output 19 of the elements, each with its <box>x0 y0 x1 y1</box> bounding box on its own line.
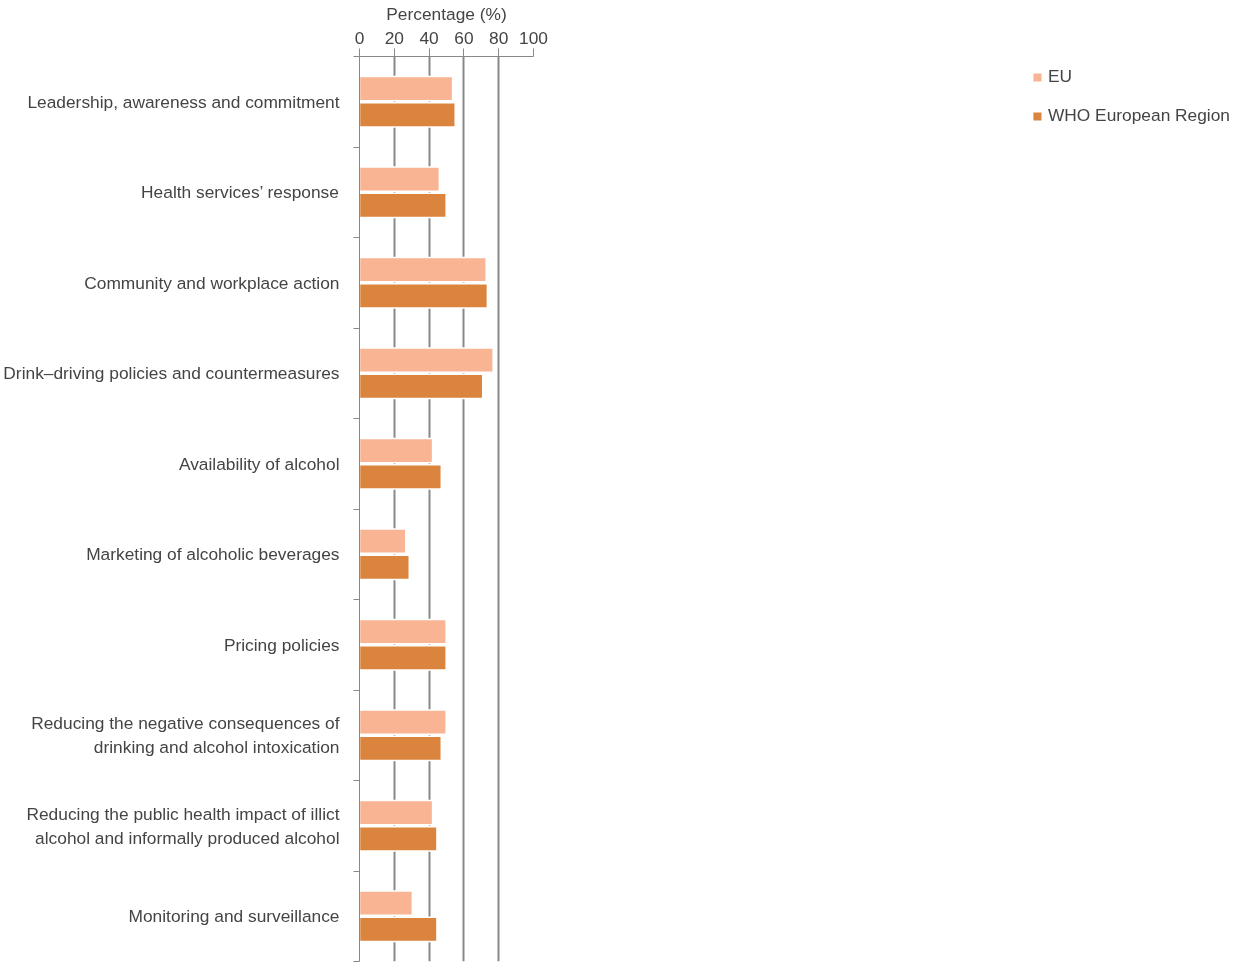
y-tick-label: Marketing of alcoholic beverages <box>86 544 340 565</box>
y-tick-label: Monitoring and surveillance <box>128 906 340 927</box>
x-tick-label: 100 <box>519 27 548 48</box>
y-tick-label: Reducing the negative consequences of drinking and alcohol intoxication <box>31 713 340 758</box>
y-tick-label: Drink–driving policies and countermeasures <box>3 363 340 384</box>
x-tick-label: 20 <box>384 27 404 48</box>
x-tick-label: 80 <box>489 27 509 48</box>
x-axis-title: Percentage (%) <box>386 3 507 24</box>
x-tick-label: 60 <box>454 27 474 48</box>
y-tick-label: Health services’ response <box>141 182 339 203</box>
y-tick-label: Community and workplace action <box>84 272 340 293</box>
legend-label: WHO European Region <box>1047 105 1230 126</box>
y-tick-label: Availability of alcohol <box>178 453 340 474</box>
y-tick-label: Pricing policies <box>223 634 340 655</box>
x-tick-label: 0 <box>354 27 365 48</box>
y-tick-label: Leadership, awareness and commitment <box>27 91 340 112</box>
y-tick-label: Reducing the public health impact of illict alcohol and informally produced alcohol <box>26 803 340 848</box>
legend-label: EU <box>1047 66 1073 87</box>
x-tick-label: 40 <box>419 27 439 48</box>
